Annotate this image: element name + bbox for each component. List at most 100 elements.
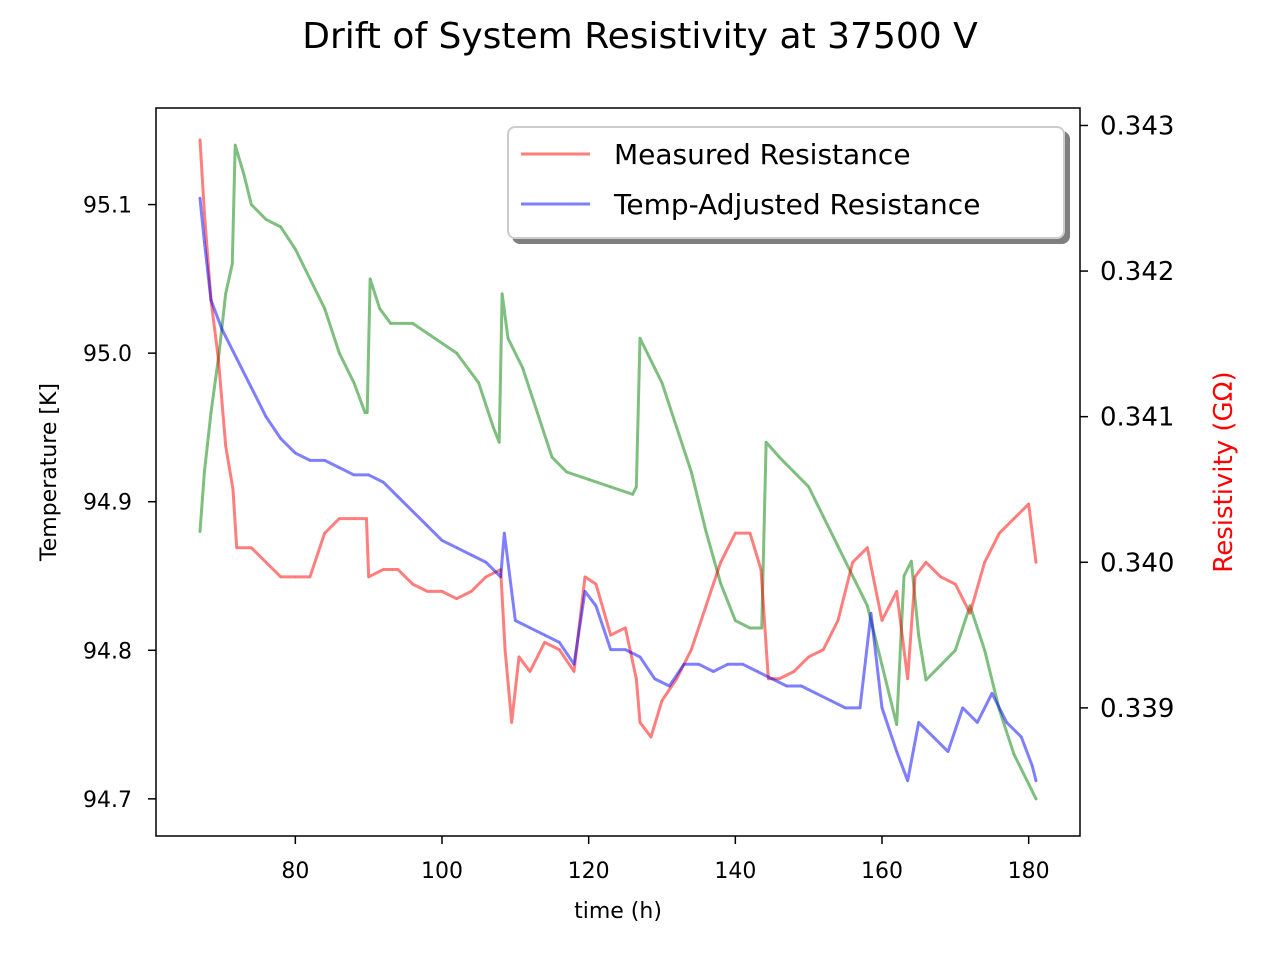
temp-adjusted-resistance-line-point [947, 750, 949, 753]
legend-label-temp-adjusted-resistance: Temp-Adjusted Resistance [613, 188, 980, 221]
measured-resistance-line-point [529, 670, 531, 673]
measured-resistance-line-point [224, 444, 227, 447]
temperature-line-point [210, 411, 212, 414]
measured-resistance-line-point [485, 576, 487, 578]
temperature-line-point [983, 649, 986, 652]
temp-adjusted-resistance-line-point [221, 328, 223, 331]
temperature-line-point [639, 337, 641, 340]
temp-adjusted-resistance-line-point [397, 495, 399, 498]
y-axis-left: 94.7 94.8 94.9 95.0 95.1 [83, 194, 156, 813]
temp-adjusted-resistance-line-point [203, 241, 206, 243]
measured-resistance-line-point [573, 670, 575, 673]
x-axis: 80 100 120 140 160 180 [281, 836, 1050, 884]
temperature-line-point [455, 352, 458, 354]
measured-resistance-line-point [365, 517, 368, 520]
temp-adjusted-resistance-line-point [653, 677, 656, 680]
temp-adjusted-resistance-line-point [294, 452, 297, 454]
legend-label-measured-resistance: Measured Resistance [614, 138, 911, 171]
temp-adjusted-resistance-series [198, 196, 1038, 783]
temp-adjusted-resistance-line-point [279, 437, 282, 440]
temp-adjusted-resistance-line-point [917, 721, 920, 724]
temperature-line-point [224, 292, 227, 295]
measured-resistance-line-point [294, 576, 297, 578]
temp-adjusted-resistance-line-point [265, 415, 267, 418]
measured-resistance-line-point [760, 568, 762, 571]
measured-resistance-line-point [650, 736, 652, 738]
temp-adjusted-resistance-line-point [609, 648, 612, 651]
temperature-line-point [765, 441, 767, 444]
temperature-line-point [338, 352, 341, 354]
measured-resistance-line-point [584, 576, 586, 578]
x-tick-label: 100 [421, 859, 463, 884]
temperature-line-point [243, 174, 245, 176]
temperature-line-point [881, 664, 883, 666]
temp-adjusted-resistance-line-point [1005, 721, 1008, 724]
measured-resistance-line-point [323, 532, 326, 534]
measured-resistance-line-point [265, 561, 267, 564]
temperature-line-point [536, 411, 539, 414]
measured-resistance-line-point [543, 641, 546, 644]
measured-resistance-line-point [983, 561, 986, 564]
temperature-line-point [551, 456, 553, 458]
temperature-line-point [378, 307, 381, 310]
temperature-line-point [323, 307, 326, 310]
temp-adjusted-resistance-line-point [455, 546, 458, 549]
y-tick-right-label: 0.343 [1100, 111, 1174, 141]
temperature-line-point [690, 471, 693, 473]
temperature-line-point [760, 627, 763, 629]
temp-adjusted-resistance-line-point [785, 685, 788, 687]
measured-resistance-line-point [639, 721, 641, 724]
measured-resistance-line-point [822, 648, 825, 651]
x-tick-label: 80 [281, 859, 309, 884]
temp-adjusted-resistance-line-point [595, 605, 597, 607]
measured-resistance-line-point [906, 677, 909, 680]
measured-resistance-line-point [866, 546, 869, 549]
measured-resistance-line-point [778, 677, 781, 680]
temperature-line-point [749, 627, 751, 629]
temperature-line-point [866, 604, 869, 607]
temperature-line-point [250, 203, 253, 206]
temperature-line-point [1013, 753, 1015, 756]
measured-resistance-line-point [969, 612, 971, 615]
temperature-line-point [635, 486, 638, 488]
measured-resistance-line-point [609, 634, 612, 636]
measured-resistance-line-point [661, 699, 663, 702]
measured-resistance-line-point [734, 532, 737, 534]
temperature-line-point [734, 619, 737, 622]
temp-adjusted-resistance-line-point [741, 663, 744, 665]
measured-resistance-line-point [235, 546, 238, 549]
temperature-line-point [778, 456, 781, 458]
measured-resistance-line-point [705, 605, 707, 607]
temperature-line-point [609, 486, 612, 488]
temperature-line-point [587, 478, 590, 481]
measured-resistance-line-point [367, 576, 370, 578]
temp-adjusted-resistance-line-point [529, 626, 531, 629]
temp-adjusted-resistance-line-point [441, 539, 443, 542]
temp-adjusted-resistance-line-point [338, 466, 341, 469]
temp-adjusted-resistance-line-point [323, 459, 326, 462]
temperature-line-point [199, 530, 201, 533]
temp-adjusted-resistance-line-point [991, 692, 993, 695]
temp-adjusted-resistance-line-point [932, 736, 935, 738]
temperature-line-point [661, 382, 663, 384]
temp-adjusted-resistance-line-point [543, 634, 546, 636]
measured-resistance-line-point [624, 626, 627, 629]
measured-resistance-line-point [504, 648, 506, 651]
measured-resistance-line-point [411, 583, 414, 585]
temp-adjusted-resistance-line-point [844, 707, 847, 709]
measured-resistance-line-point [998, 532, 1001, 534]
measured-resistance-line-point [232, 488, 234, 491]
temp-adjusted-resistance-line-point [881, 707, 883, 709]
temperature-line-point [675, 426, 678, 429]
y-tick-right-label: 0.340 [1100, 548, 1174, 578]
measured-resistance-line-point [250, 546, 253, 549]
y-axis-left-label: Temperature [K] [37, 383, 62, 562]
temperature-line-point [1027, 783, 1030, 785]
temp-adjusted-resistance-line-point [573, 663, 575, 665]
measured-resistance-line-point [217, 357, 220, 360]
legend-box [507, 126, 1065, 239]
temperature-line-point [939, 664, 942, 666]
temp-adjusted-resistance-line-point [382, 481, 385, 483]
